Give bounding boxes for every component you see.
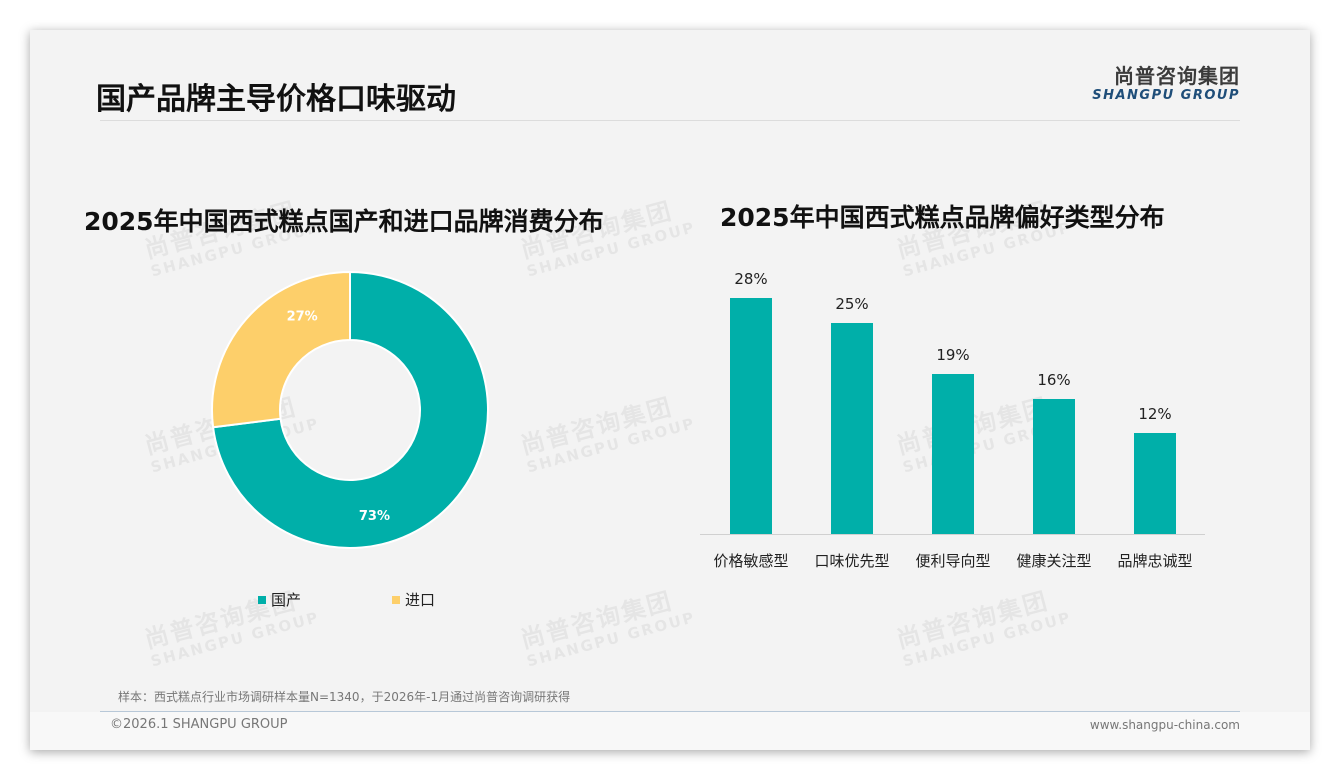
legend-label-imported: 进口 — [405, 591, 436, 609]
legend-label-domestic: 国产 — [271, 591, 302, 609]
bar-category-label: 健康关注型 — [1016, 552, 1092, 570]
copyright-text: ©2026.1 SHANGPU GROUP — [110, 717, 288, 732]
donut-label: 73% — [359, 509, 390, 524]
bar-category-label: 便利导向型 — [915, 552, 991, 570]
bar-value-label: 25% — [835, 295, 869, 314]
company-logo: 尚普咨询集团 SHANGPU GROUP — [1088, 64, 1240, 104]
bar-value-label: 16% — [1037, 371, 1071, 390]
page-title: 国产品牌主导价格口味驱动 — [96, 82, 456, 117]
bar-category-label: 品牌忠诚型 — [1117, 552, 1193, 570]
bar — [730, 298, 772, 534]
bar-value-label: 19% — [936, 345, 970, 364]
legend-swatch-domestic — [258, 595, 266, 604]
bar-value-label: 28% — [734, 270, 768, 288]
footer-band — [30, 712, 1310, 750]
bar-category-label: 价格敏感型 — [713, 552, 789, 570]
logo-cn-text: 尚普咨询集团 — [1114, 64, 1240, 88]
bar — [932, 373, 974, 534]
header-divider — [100, 120, 1240, 121]
logo-en-text: SHANGPU GROUP — [1092, 88, 1240, 103]
donut-chart: 73% 27% — [211, 270, 489, 549]
footer-divider — [100, 711, 1240, 712]
bar — [1134, 432, 1176, 534]
bar-chart-title: 2025年中国西式糕点品牌偏好类型分布 — [720, 203, 1165, 232]
website-link[interactable]: www.shangpu-china.com — [1089, 718, 1240, 732]
bar — [1033, 399, 1075, 534]
bar-chart-baseline — [700, 534, 1205, 535]
donut-slice-domestic — [211, 270, 489, 549]
bar-category-label: 口味优先型 — [814, 552, 890, 570]
bar-value-label: 12% — [1138, 404, 1172, 423]
slide: 尚普咨询集团 SHANGPU GROUP 尚普咨询集团 SHANGPU GROUP 尚普… — [30, 30, 1310, 750]
donut-label: 27% — [287, 309, 318, 324]
donut-slice-imported — [211, 270, 351, 429]
bar — [831, 323, 873, 534]
legend-item-domestic: 国产 — [258, 589, 301, 610]
sample-note: 样本：西式糕点行业市场调研样本量N=1340，于2026年-1月通过尚普咨询调研… — [118, 690, 571, 704]
donut-chart-title: 2025年中国西式糕点国产和进口品牌消费分布 — [84, 207, 604, 236]
legend-swatch-imported — [392, 595, 400, 604]
legend-item-imported: 进口 — [392, 589, 435, 610]
